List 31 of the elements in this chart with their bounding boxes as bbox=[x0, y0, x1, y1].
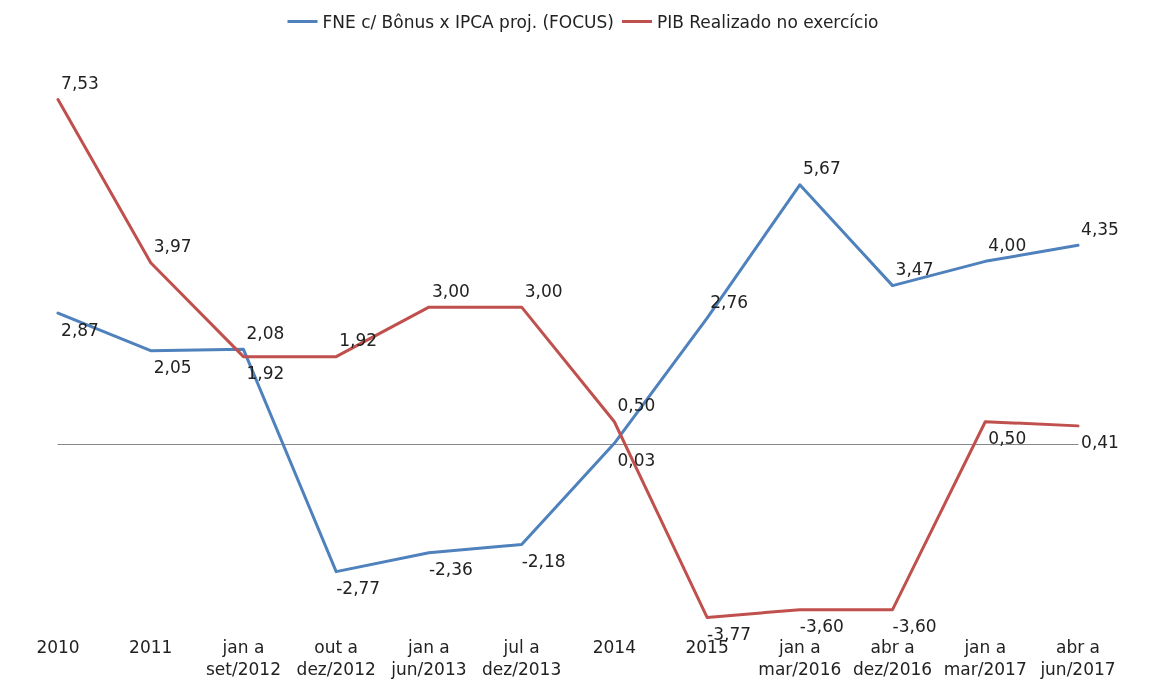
data-label: 5,67 bbox=[802, 158, 841, 179]
data-label: 2,05 bbox=[153, 357, 192, 378]
data-label: 4,00 bbox=[988, 234, 1027, 255]
data-label: -2,18 bbox=[521, 551, 566, 572]
x-tick-label: 2011 bbox=[129, 637, 173, 657]
x-tick-label: 2014 bbox=[592, 637, 636, 657]
data-label: 0,41 bbox=[1081, 432, 1119, 453]
data-label: 3,97 bbox=[153, 236, 192, 257]
data-label: -2,36 bbox=[428, 559, 473, 580]
data-label: -3,60 bbox=[892, 616, 937, 637]
data-label: -2,77 bbox=[336, 578, 381, 599]
data-label: 0,50 bbox=[988, 428, 1027, 449]
x-tick-label: out a dez/2012 bbox=[296, 637, 376, 679]
data-label: 2,08 bbox=[246, 322, 285, 343]
x-tick-label: jan a set/2012 bbox=[205, 637, 281, 679]
legend-label: FNE c/ Bônus x IPCA proj. (FOCUS) bbox=[322, 11, 614, 32]
data-label: 4,35 bbox=[1081, 218, 1119, 239]
data-label: 3,00 bbox=[431, 280, 470, 301]
data-label: -3,60 bbox=[799, 616, 844, 637]
x-tick-label: abr a dez/2016 bbox=[852, 637, 933, 679]
data-label: 3,47 bbox=[895, 259, 934, 280]
data-label: 7,53 bbox=[61, 73, 99, 94]
data-label: 2,87 bbox=[61, 319, 99, 340]
x-tick-label: jan a jun/2013 bbox=[390, 637, 467, 679]
x-tick-label: jan a mar/2017 bbox=[943, 637, 1027, 679]
x-tick-label: 2010 bbox=[36, 637, 80, 657]
x-tick-label: jul a dez/2013 bbox=[482, 637, 562, 679]
data-label: 3,00 bbox=[524, 280, 563, 301]
x-tick-label: jan a mar/2016 bbox=[758, 637, 842, 679]
x-tick-label: abr a jun/2017 bbox=[1039, 637, 1116, 679]
legend-label: PIB Realizado no exercício bbox=[656, 11, 879, 32]
